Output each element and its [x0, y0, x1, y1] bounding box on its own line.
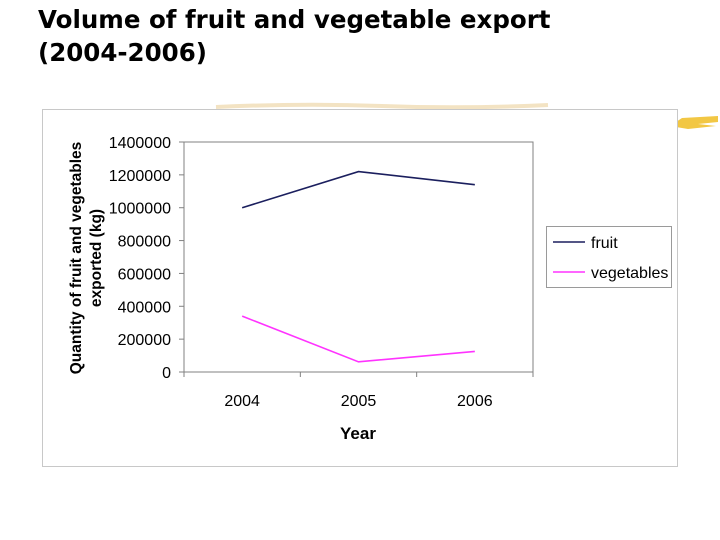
- y-tick-label: 1200000: [109, 168, 171, 185]
- series-lines: [241, 170, 475, 363]
- x-axis-label: Year: [340, 424, 376, 443]
- y-tick-label: 200000: [118, 332, 171, 349]
- y-tick-label: 1400000: [109, 135, 171, 152]
- x-axis-ticks: 2004 2005 2006: [183, 372, 534, 410]
- legend-label-fruit: fruit: [591, 235, 618, 252]
- y-tick-label: 0: [162, 365, 171, 382]
- y-tick-label: 600000: [118, 266, 171, 283]
- y-tick-label: 1000000: [109, 201, 171, 218]
- y-tick-label: 800000: [118, 234, 171, 251]
- legend-entries: fruit vegetables: [553, 235, 668, 282]
- y-axis-label-line-2: exported (kg): [88, 209, 105, 307]
- slide-title-line-2: (2004-2006): [38, 38, 207, 67]
- series-line-fruit: [241, 170, 475, 209]
- slide-title-line-1: Volume of fruit and vegetable export: [38, 5, 551, 34]
- y-axis-label-line-1: Quantity of fruit and vegetables: [68, 142, 85, 375]
- plot-area: [183, 141, 534, 373]
- y-axis-label: Quantity of fruit and vegetables exporte…: [68, 142, 105, 375]
- chart-area: 0 200000 400000 600000 800000 1000000 1200000 1…: [42, 109, 678, 467]
- y-tick-label: 400000: [118, 299, 171, 316]
- line-chart: 0 200000 400000 600000 800000 1000000 1200000 1…: [68, 135, 534, 443]
- x-tick-label: 2004: [224, 393, 260, 410]
- x-tick-label: 2006: [457, 393, 493, 410]
- series-line-vegetables: [241, 315, 475, 363]
- x-tick-label: 2005: [341, 393, 377, 410]
- y-axis-ticks: 0 200000 400000 600000 800000 1000000 1200000 1…: [109, 135, 184, 382]
- slide-title: Volume of fruit and vegetable export (20…: [38, 3, 678, 69]
- decorative-yellow-brush: [670, 116, 718, 129]
- decorative-brush-stroke: [215, 102, 549, 110]
- legend: fruit vegetables: [546, 226, 672, 288]
- legend-label-vegetables: vegetables: [591, 265, 668, 282]
